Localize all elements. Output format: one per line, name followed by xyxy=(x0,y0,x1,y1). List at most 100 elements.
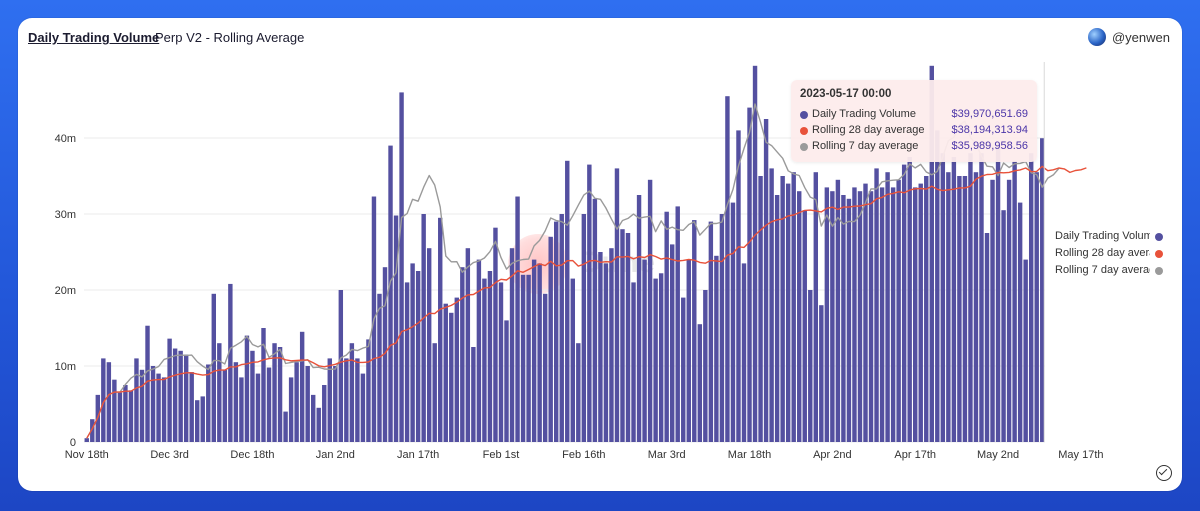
tooltip-row-7day: Rolling 7 day average $35,989,958.56 xyxy=(800,140,1028,154)
legend-item-7day[interactable]: Rolling 7 day average xyxy=(1055,264,1179,281)
volume-bar xyxy=(785,183,791,442)
volume-bar xyxy=(990,179,995,443)
x-tick-label: May 2nd xyxy=(977,449,1019,461)
volume-bar xyxy=(631,282,636,442)
volume-bar xyxy=(675,206,680,442)
volume-bar xyxy=(261,328,266,442)
volume-bar xyxy=(178,350,183,442)
volume-bar xyxy=(305,366,310,442)
volume-bar xyxy=(813,172,819,442)
volume-bar xyxy=(377,293,382,442)
chart-title[interactable]: Daily Trading Volume xyxy=(28,30,160,45)
volume-bar xyxy=(172,348,178,442)
chart-tooltip: 2023-05-17 00:00 Daily Trading Volume $3… xyxy=(791,80,1037,162)
volume-bar xyxy=(421,214,426,442)
volume-bar xyxy=(874,168,879,442)
check-circle-icon[interactable] xyxy=(1156,465,1172,481)
volume-bar xyxy=(404,282,410,442)
y-tick-label: 30m xyxy=(55,209,76,221)
volume-bar xyxy=(316,407,321,442)
rolling-28-day-line xyxy=(86,165,1087,439)
volume-bar xyxy=(570,278,575,442)
chart-legend: Daily Trading Volume Rolling 28 day aver… xyxy=(1055,230,1179,281)
chart-subtitle: Perp V2 - Rolling Average xyxy=(155,30,305,45)
author-link[interactable]: @yenwen xyxy=(1087,28,1170,46)
volume-bar xyxy=(195,400,200,442)
volume-bar xyxy=(890,187,896,442)
tooltip-value: $39,970,651.69 xyxy=(951,108,1028,120)
author-name: @yenwen xyxy=(1111,29,1170,45)
volume-bar xyxy=(84,438,89,442)
volume-bar xyxy=(233,362,239,442)
legend-item-volume[interactable]: Daily Trading Volume xyxy=(1055,230,1179,247)
volume-bar xyxy=(940,153,946,442)
volume-bar xyxy=(554,221,559,442)
y-tick-label: 20m xyxy=(55,285,76,297)
volume-bar xyxy=(1017,202,1023,442)
volume-bar xyxy=(471,347,476,442)
volume-bar xyxy=(90,419,95,442)
volume-bar xyxy=(294,362,299,442)
rolling-7-day-line xyxy=(86,103,1060,439)
tooltip-dot-icon xyxy=(800,143,808,151)
volume-bar xyxy=(647,179,653,443)
x-tick-label: Mar 18th xyxy=(728,449,771,461)
volume-bar xyxy=(714,255,719,442)
volume-bar xyxy=(791,172,796,442)
volume-bar xyxy=(426,248,432,442)
volume-bar xyxy=(852,187,857,442)
volume-bar xyxy=(399,92,404,443)
tooltip-label: Daily Trading Volume xyxy=(812,108,916,120)
volume-bar xyxy=(741,263,747,442)
volume-bar xyxy=(255,373,261,442)
tooltip-label: Rolling 28 day average xyxy=(812,124,925,136)
volume-bar xyxy=(200,396,205,442)
x-tick-label: Feb 16th xyxy=(562,449,605,461)
x-tick-label: Dec 3rd xyxy=(150,449,189,461)
y-tick-label: 40m xyxy=(55,133,76,145)
volume-bar xyxy=(454,297,460,442)
volume-bar xyxy=(885,172,890,442)
volume-bar xyxy=(636,195,642,442)
volume-bar xyxy=(476,259,482,442)
volume-bar xyxy=(283,411,288,442)
volume-bar xyxy=(681,297,686,442)
volume-bar xyxy=(382,267,388,442)
volume-bar xyxy=(901,164,907,442)
volume-bar xyxy=(913,187,918,442)
volume-bar xyxy=(322,385,327,442)
volume-bar xyxy=(1012,160,1017,443)
volume-bar xyxy=(327,358,332,442)
volume-bar xyxy=(101,358,106,442)
volume-bar xyxy=(802,210,807,442)
volume-bar xyxy=(576,343,581,442)
volume-bar xyxy=(266,367,272,442)
volume-bar xyxy=(581,214,587,442)
volume-bar xyxy=(774,195,780,442)
volume-bar xyxy=(217,343,222,442)
volume-bar xyxy=(995,145,1001,442)
volume-bar xyxy=(277,347,283,442)
volume-bar xyxy=(719,214,725,442)
legend-item-28day[interactable]: Rolling 28 day average xyxy=(1055,247,1179,264)
volume-bar xyxy=(183,354,189,442)
volume-bar xyxy=(565,160,570,443)
tooltip-label: Rolling 7 day average xyxy=(812,140,919,152)
x-tick-label: Apr 2nd xyxy=(813,449,852,461)
legend-label: Rolling 7 day average xyxy=(1055,264,1150,276)
legend-dot-icon xyxy=(1155,267,1163,275)
volume-bar xyxy=(907,157,912,442)
volume-bar xyxy=(438,217,443,442)
volume-bar xyxy=(482,278,487,442)
volume-bar xyxy=(769,168,774,442)
tooltip-dot-icon xyxy=(800,111,808,119)
volume-bar xyxy=(808,290,813,442)
volume-bar xyxy=(736,130,741,442)
volume-bar xyxy=(703,290,708,442)
volume-bar xyxy=(349,343,355,442)
volume-bar xyxy=(830,191,835,442)
volume-bar xyxy=(344,358,349,442)
volume-bar xyxy=(134,358,139,442)
x-tick-label: Dec 18th xyxy=(230,449,274,461)
volume-bar xyxy=(117,392,123,442)
